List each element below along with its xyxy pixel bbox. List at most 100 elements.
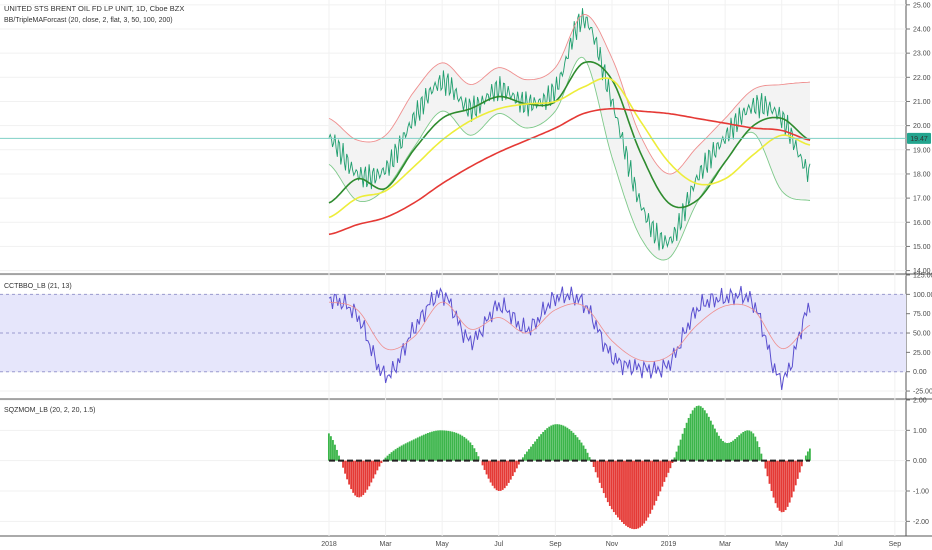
momentum-bar <box>794 460 797 486</box>
momentum-bar <box>610 460 613 510</box>
momentum-bar <box>497 460 500 492</box>
momentum-bar <box>499 460 502 491</box>
momentum-bar <box>410 440 413 461</box>
momentum-bar <box>530 446 532 461</box>
momentum-bar <box>699 406 702 461</box>
momentum-bar <box>711 424 714 461</box>
momentum-bar <box>770 460 773 491</box>
y-tick-label: 15.00 <box>913 244 931 251</box>
momentum-bar <box>594 460 597 473</box>
series-ma50 <box>328 60 811 209</box>
momentum-bar <box>687 417 690 461</box>
momentum-bar <box>792 460 795 492</box>
momentum-bar <box>614 460 617 515</box>
momentum-bar <box>627 460 629 528</box>
momentum-bar <box>742 431 745 461</box>
momentum-bar <box>734 438 737 461</box>
sqz-title: SQZMOM_LB (20, 2, 20, 1.5) <box>4 407 95 414</box>
momentum-bar <box>538 436 540 461</box>
price-series-lines <box>328 8 811 261</box>
momentum-bar <box>647 460 650 518</box>
momentum-bar <box>384 457 387 461</box>
momentum-bar <box>669 460 672 469</box>
momentum-bar <box>447 430 450 461</box>
momentum-bar <box>645 460 648 521</box>
momentum-bar <box>655 460 658 501</box>
momentum-bar <box>481 460 484 466</box>
momentum-bar <box>621 460 623 523</box>
momentum-bar <box>408 441 411 461</box>
series-ma200 <box>328 107 811 236</box>
momentum-bar <box>596 460 599 478</box>
momentum-bar <box>338 455 340 461</box>
momentum-bar <box>327 433 330 461</box>
momentum-bar <box>509 460 512 480</box>
momentum-bar <box>420 435 423 461</box>
x-tick-label: Nov <box>606 541 619 548</box>
momentum-bar <box>572 432 575 461</box>
momentum-bar <box>800 460 803 467</box>
momentum-bar <box>580 442 583 461</box>
momentum-bar <box>336 449 338 461</box>
momentum-bar <box>764 460 767 469</box>
momentum-bar <box>570 430 573 461</box>
momentum-bar <box>604 460 607 498</box>
momentum-bar <box>766 460 769 477</box>
y-tick-label: 19.00 <box>913 147 931 154</box>
momentum-bar <box>796 460 799 479</box>
momentum-bar <box>524 454 526 461</box>
y-tick-label: 18.00 <box>913 171 931 178</box>
momentum-bar <box>445 430 448 461</box>
last-price-label: 19.47 <box>910 136 928 143</box>
momentum-bar <box>427 432 429 461</box>
momentum-bar <box>554 424 557 461</box>
momentum-bar <box>501 460 504 490</box>
momentum-bar <box>804 455 807 461</box>
x-tick-label: Jul <box>494 541 503 548</box>
momentum-bar <box>649 460 652 514</box>
momentum-bar <box>346 460 348 480</box>
momentum-bar <box>600 460 603 489</box>
y-tick-label: 16.00 <box>913 220 931 227</box>
momentum-bar <box>774 460 777 504</box>
momentum-bar <box>406 442 409 461</box>
momentum-bar <box>550 425 553 461</box>
momentum-bar <box>574 434 577 461</box>
y-tick-label: 0.00 <box>913 458 927 465</box>
momentum-bar <box>536 438 538 461</box>
momentum-bar <box>429 432 431 461</box>
x-tick-label: Sep <box>549 541 562 548</box>
momentum-bar <box>786 460 789 507</box>
momentum-bar <box>388 453 391 461</box>
momentum-bar <box>661 460 664 487</box>
momentum-bar <box>665 460 668 478</box>
momentum-bar <box>576 437 579 461</box>
momentum-bar <box>352 460 355 493</box>
momentum-bar <box>657 460 660 497</box>
momentum-bar <box>511 460 514 477</box>
momentum-bar <box>378 460 381 467</box>
momentum-bar <box>503 460 506 489</box>
momentum-bar <box>784 460 787 511</box>
momentum-bar <box>806 451 809 461</box>
momentum-bar <box>633 460 635 530</box>
momentum-bar <box>544 429 547 461</box>
y-tick-label: 125.00 <box>913 273 932 280</box>
momentum-bar <box>396 447 399 461</box>
momentum-bar <box>562 425 565 461</box>
momentum-bar <box>459 434 462 461</box>
momentum-bar <box>709 420 712 461</box>
series-signal <box>328 301 811 362</box>
momentum-bar <box>697 405 700 461</box>
momentum-bar <box>732 440 735 461</box>
momentum-bar <box>748 430 751 461</box>
momentum-bar <box>348 460 351 485</box>
series-close <box>328 8 811 251</box>
momentum-bar <box>392 450 395 461</box>
momentum-bar <box>718 435 720 461</box>
momentum-bar <box>673 457 676 461</box>
x-tick-label: 2018 <box>321 541 337 548</box>
momentum-bar <box>542 431 545 461</box>
momentum-bar <box>477 456 480 461</box>
momentum-bar <box>623 460 625 525</box>
